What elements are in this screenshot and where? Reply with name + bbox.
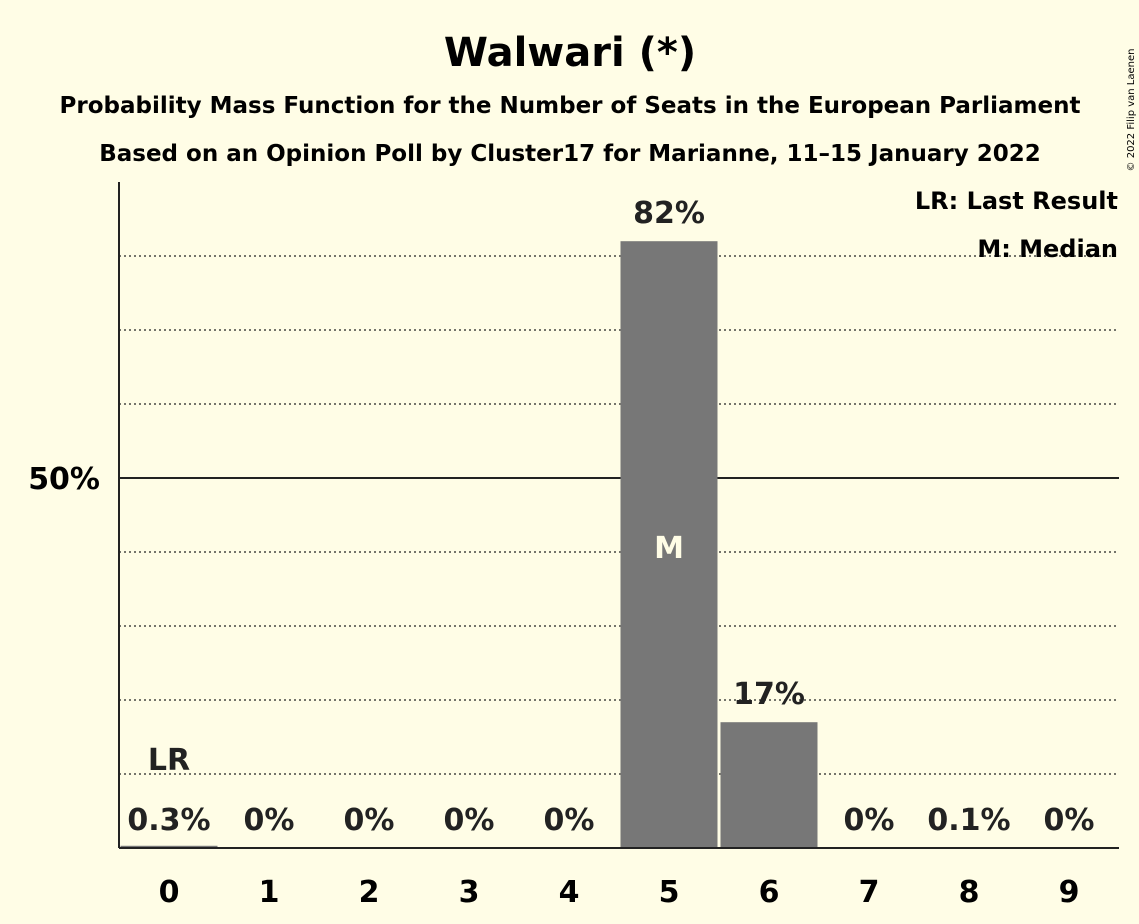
data-label-8: 0.1% — [927, 803, 1010, 838]
bars — [120, 241, 1018, 848]
data-label-2: 0% — [344, 803, 395, 838]
data-label-7: 0% — [844, 803, 895, 838]
y-axis-ticks: 50% — [28, 462, 100, 497]
x-tick-label-7: 7 — [859, 875, 880, 910]
x-axis-ticks: 0 1 2 3 4 5 6 7 8 9 — [159, 875, 1080, 910]
gridlines — [119, 255, 1119, 775]
data-label-1: 0% — [244, 803, 295, 838]
x-tick-label-4: 4 — [559, 875, 580, 910]
last-result-marker: LR — [148, 743, 190, 778]
bar-5 — [620, 241, 718, 848]
data-label-6: 17% — [733, 677, 805, 712]
x-tick-label-6: 6 — [759, 875, 780, 910]
legend-last-result: LR: Last Result — [915, 187, 1118, 215]
bar-6 — [720, 722, 818, 848]
y-tick-label: 50% — [28, 462, 100, 497]
bar-0 — [120, 845, 218, 848]
x-tick-label-1: 1 — [259, 875, 280, 910]
median-marker: M — [654, 531, 684, 566]
data-label-5: 82% — [633, 196, 705, 231]
copyright-notice: © 2022 Filip van Laenen — [1126, 49, 1137, 172]
x-tick-label-3: 3 — [459, 875, 480, 910]
chart-subtitle: Probability Mass Function for the Number… — [60, 93, 1081, 119]
chart-subtitle-poll: Based on an Opinion Poll by Cluster17 fo… — [99, 141, 1041, 167]
x-tick-label-8: 8 — [959, 875, 980, 910]
x-tick-label-9: 9 — [1059, 875, 1080, 910]
data-labels: 0.3% 0% 0% 0% 0% 82% 17% 0% 0.1% 0% LR M — [127, 196, 1094, 838]
x-tick-label-5: 5 — [659, 875, 680, 910]
chart-title: Walwari (*) — [444, 30, 696, 76]
data-label-9: 0% — [1044, 803, 1095, 838]
x-tick-label-0: 0 — [159, 875, 180, 910]
x-tick-label-2: 2 — [359, 875, 380, 910]
data-label-3: 0% — [444, 803, 495, 838]
data-label-0: 0.3% — [127, 803, 210, 838]
legend-median: M: Median — [977, 235, 1118, 263]
data-label-4: 0% — [544, 803, 595, 838]
